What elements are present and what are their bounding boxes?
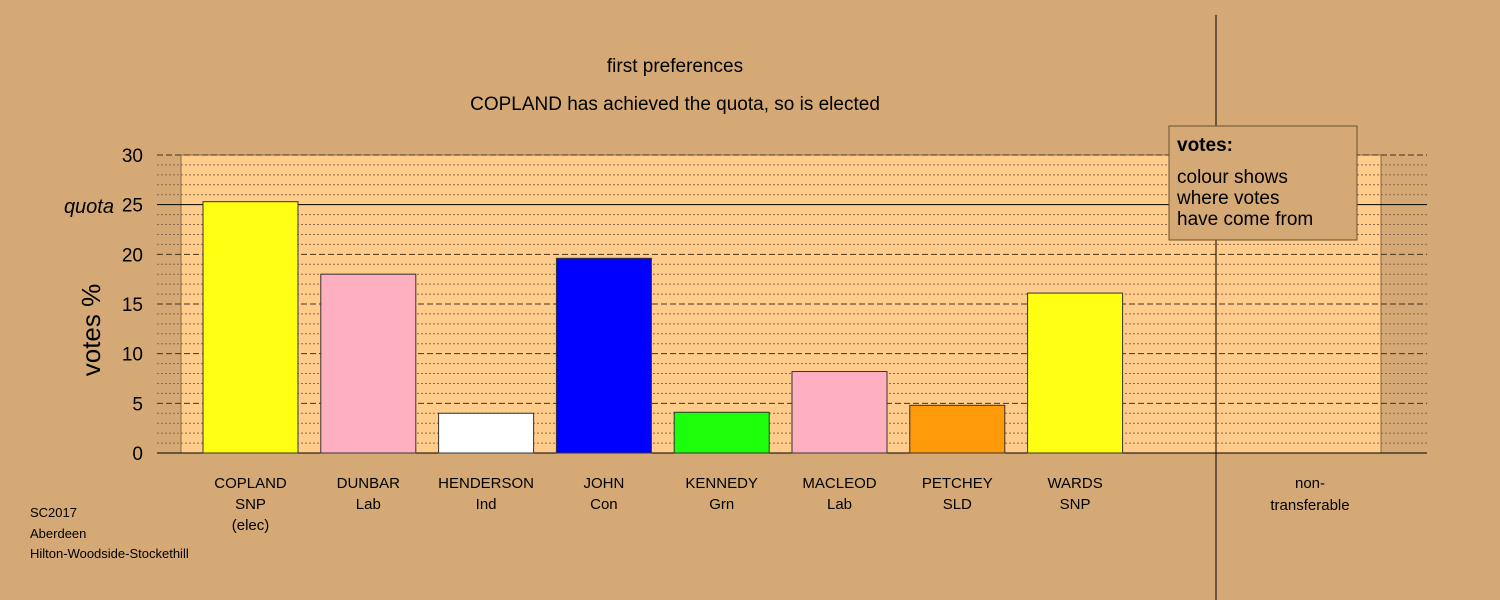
bar-dunbar [320,273,417,454]
bar-petchey [909,404,1006,454]
x-tick-label: HENDERSON [438,475,534,492]
chart-subtitle: COPLAND has achieved the quota, so is el… [470,94,880,115]
y-axis: 0 5 10 15 20 25 30 [122,146,143,465]
bar-macleod [791,371,888,454]
quota-label: quota [64,196,114,218]
legend-line: colour shows [1177,167,1288,188]
x-tick-label: JOHN [583,475,624,492]
nontransferable-label: non- [1295,475,1325,492]
x-tick-label: KENNEDY [685,475,758,492]
chart-title: first preferences [607,56,743,77]
x-axis-labels: COPLAND SNP (elec) DUNBAR Lab HENDERSON Ind JOH… [214,475,1103,534]
bar-copland [202,201,299,454]
bar-wards [1027,292,1124,454]
x-tick-label: (elec) [232,517,270,534]
footer-line: SC2017 [30,505,77,520]
x-tick-label: SNP [235,496,266,513]
x-tick-label: SLD [943,496,972,513]
legend-line: where votes [1176,188,1279,209]
x-tick-label: WARDS [1047,475,1102,492]
y-tick-label: 10 [122,345,143,366]
y-tick-label: 25 [122,196,143,217]
bars [202,201,1124,454]
legend-box [1168,125,1358,241]
x-tick-label: MACLEOD [802,475,876,492]
legend-line: have come from [1177,209,1313,230]
y-tick-label: 20 [122,245,143,266]
bar-henderson [438,412,535,454]
x-tick-label: DUNBAR [337,475,401,492]
footer-line: Hilton-Woodside-Stockethill [30,546,189,561]
nontransferable-label: transferable [1270,497,1349,514]
legend-title: votes: [1177,135,1233,156]
y-tick-label: 15 [122,295,143,316]
x-tick-label: Ind [476,496,497,513]
legend: votes: colour shows where votes have com… [1168,125,1358,241]
bar-kennedy [673,411,770,454]
x-tick-label: SNP [1060,496,1091,513]
y-axis-label: votes % [76,284,106,377]
x-tick-label: COPLAND [214,475,287,492]
x-tick-label: Grn [709,496,734,513]
x-tick-label: Lab [827,496,852,513]
x-tick-label: Con [590,496,618,513]
y-tick-label: 0 [132,444,143,465]
x-tick-label: PETCHEY [922,475,993,492]
bar-john [555,257,652,454]
footer-line: Aberdeen [30,526,86,541]
x-tick-label: Lab [356,496,381,513]
y-tick-label: 30 [122,146,143,167]
y-tick-label: 5 [132,394,143,415]
